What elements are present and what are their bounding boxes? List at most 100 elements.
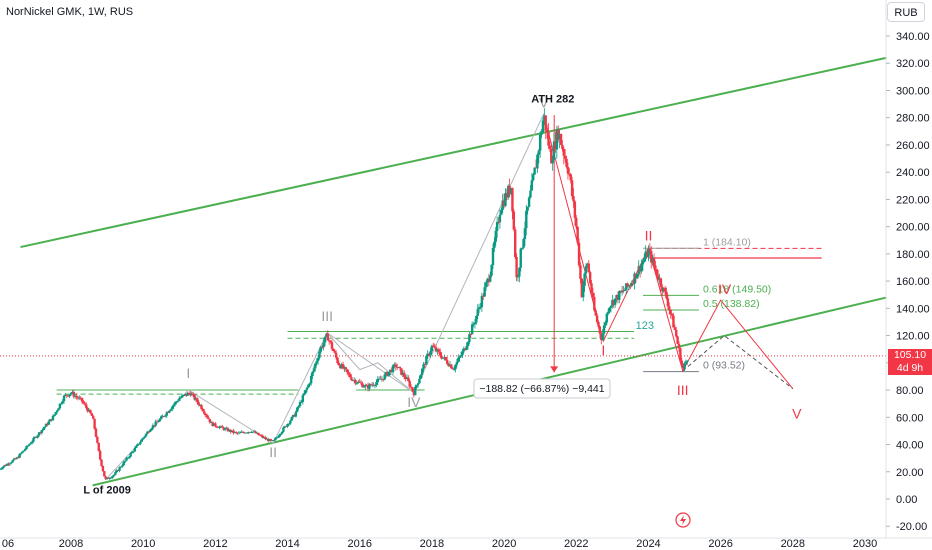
candle-body — [294, 411, 298, 417]
candle-body — [434, 347, 438, 352]
candle-body — [648, 248, 652, 251]
candle-body — [490, 265, 493, 276]
candle-body — [354, 380, 357, 384]
flash-icon[interactable] — [675, 512, 691, 528]
candle-body — [476, 309, 479, 316]
candle-body — [436, 349, 439, 352]
candle-body — [568, 173, 571, 175]
alternate-projection-path — [682, 334, 794, 390]
candle-body — [337, 363, 341, 366]
time-axis[interactable]: 06 2008 2010 2012 2014 2016 2018 2020 2022 2024 20… — [0, 537, 932, 550]
candle-body — [379, 378, 382, 380]
candle-body — [139, 441, 142, 444]
candle-body — [390, 369, 393, 373]
candle-body — [273, 438, 277, 441]
candle-body — [663, 287, 667, 292]
candle-body — [154, 421, 157, 426]
price-tick-label: 320.00 — [896, 58, 930, 70]
candle-body — [661, 286, 664, 292]
candle-body — [647, 248, 650, 258]
candle-body — [590, 283, 593, 293]
candle-body — [454, 364, 457, 370]
candle-body — [477, 307, 481, 310]
candle-body — [622, 290, 625, 292]
price-tick-label: 0.00 — [896, 494, 917, 506]
candle-body — [443, 356, 446, 358]
fib-level-label: 1 (184.10) — [703, 236, 751, 248]
candle-body — [570, 180, 574, 197]
candle-body — [494, 230, 497, 242]
candle-body — [448, 364, 452, 367]
candle-body — [543, 115, 546, 121]
candle-body — [76, 397, 80, 399]
projection-wave-label: II — [645, 227, 653, 243]
price-tick-label: 20.00 — [896, 467, 924, 479]
candle-body — [359, 382, 363, 384]
candle-body — [71, 391, 74, 394]
candle-body — [361, 383, 364, 388]
candle-body — [140, 439, 143, 442]
candle-body — [451, 368, 454, 370]
candle-body — [96, 436, 99, 443]
candle-body — [422, 364, 425, 369]
candle-body — [198, 404, 202, 406]
candle-body — [579, 265, 582, 279]
candle-body — [189, 393, 192, 396]
candle-body — [573, 201, 577, 218]
chart-overlays — [0, 56, 887, 487]
candle-body — [250, 432, 253, 433]
candle-body — [133, 447, 137, 452]
candle-body — [62, 395, 66, 402]
candle-body — [190, 393, 193, 396]
candle-body — [491, 247, 495, 266]
time-tick-label: 2030 — [853, 538, 877, 550]
candle-body — [143, 436, 146, 438]
candle-body — [401, 372, 404, 375]
measure-label: −188.82 (−66.87%) −9,441 — [479, 383, 604, 395]
candle-body — [248, 431, 252, 433]
candle-body — [69, 393, 73, 395]
currency-button[interactable]: RUB — [887, 2, 925, 22]
candle-body — [121, 465, 124, 467]
candle-body — [405, 377, 409, 380]
macro-wave-label: II — [269, 444, 277, 460]
candle-body — [286, 423, 289, 427]
projection-wave-label: IV — [718, 281, 732, 297]
candle-body — [65, 394, 69, 396]
candle-body — [686, 360, 689, 362]
candle-body — [650, 250, 653, 263]
candle-body — [470, 324, 474, 335]
candle-body — [259, 435, 263, 437]
candle-body — [364, 385, 367, 387]
candle-body — [557, 129, 560, 140]
candle-body — [459, 355, 463, 357]
candle-body — [420, 368, 424, 375]
candle-body — [46, 423, 49, 425]
candle-body — [373, 385, 377, 387]
candle-body — [383, 374, 386, 380]
candle-body — [584, 266, 588, 274]
candle-body — [265, 438, 268, 440]
candle-body — [208, 419, 212, 423]
candle-body — [282, 427, 285, 432]
candle-body — [498, 214, 502, 223]
candle-body — [680, 360, 683, 365]
candle-body — [408, 381, 411, 387]
time-tick-label: 2024 — [636, 538, 660, 550]
candle-body — [466, 342, 470, 347]
candle-body — [681, 364, 685, 369]
candle-body — [615, 294, 618, 299]
candle-body — [641, 261, 645, 265]
price-tick-label: 340.00 — [896, 31, 930, 43]
candle-body — [419, 374, 423, 379]
candle-body — [562, 149, 565, 156]
candle-body — [502, 200, 506, 206]
time-tick-label: 2014 — [275, 538, 299, 550]
candle-body — [240, 431, 243, 433]
price-axis[interactable]: 340.00 320.00 300.00 280.00 260.00 240.00 220.… — [885, 0, 930, 538]
candle-body — [427, 353, 431, 356]
candle-body — [394, 364, 398, 368]
candle-body — [469, 334, 472, 335]
candle-body — [280, 431, 284, 434]
